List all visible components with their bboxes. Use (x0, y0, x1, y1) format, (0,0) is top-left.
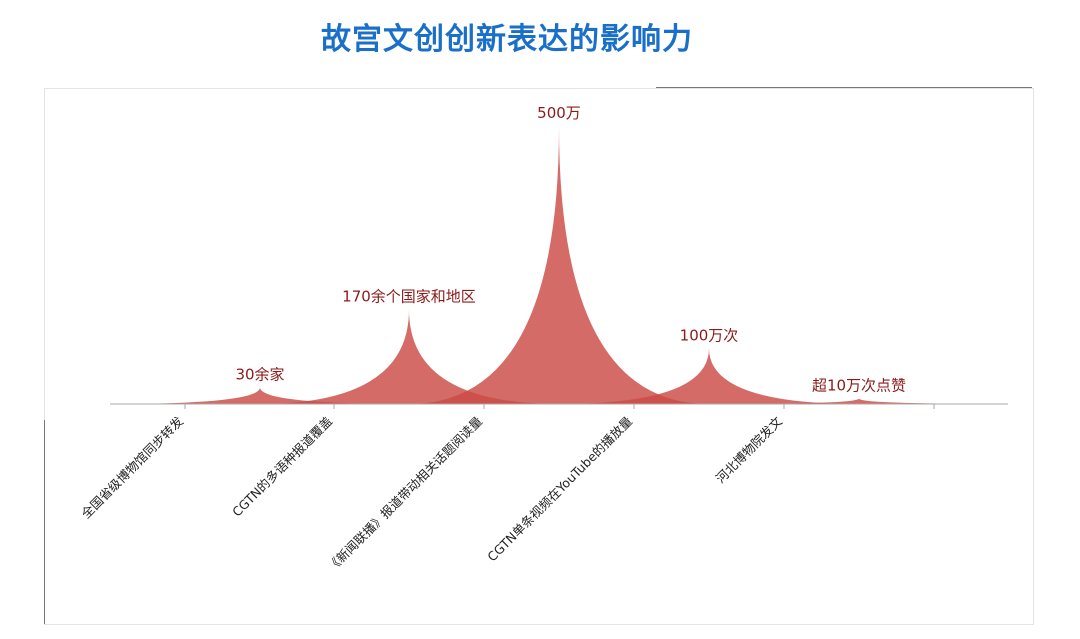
category-label-1: 全国省级博物馆同步转发 (78, 413, 186, 521)
page-title: 故宫文创创新表达的影响力 (321, 22, 693, 57)
peak-2 (259, 309, 559, 404)
peak-4 (559, 348, 859, 404)
peak-1 (110, 387, 410, 404)
category-label-3: 《新闻联播》报道带动相关话题阅读量 (324, 414, 485, 575)
category-label-5: 河北博物院发文 (713, 413, 786, 486)
peak-5 (709, 398, 1009, 404)
frame-divider-top (656, 87, 1032, 88)
peak-3 (409, 126, 709, 404)
value-label-3: 500万 (537, 104, 581, 122)
frame-divider-left (44, 420, 45, 624)
category-labels: 全国省级博物馆同步转发 CGTN的多语种报道覆盖《新闻联播》报道带动相关话题阅读量… (78, 413, 785, 574)
value-label-5: 超10万次点赞 (812, 376, 906, 394)
x-axis-ticks (184, 404, 935, 409)
category-label-2: CGTN的多语种报道覆盖 (229, 414, 335, 520)
peaks-layer (110, 126, 1009, 404)
value-label-2: 170余个国家和地区 (342, 287, 476, 305)
category-label-4: CGTN单条视频在YouTube的播放量 (484, 414, 635, 565)
value-label-1: 30余家 (235, 365, 284, 383)
value-label-4: 100万次 (680, 326, 739, 344)
